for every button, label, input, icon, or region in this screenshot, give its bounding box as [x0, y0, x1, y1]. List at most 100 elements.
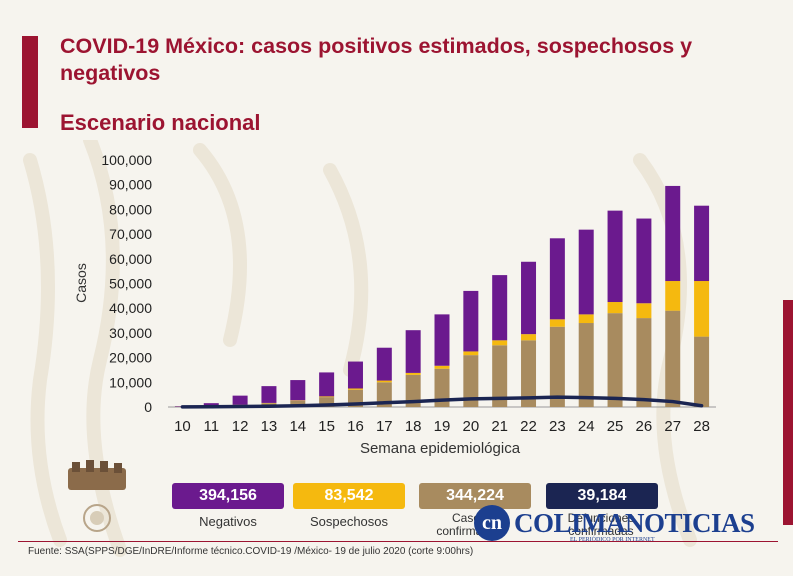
bar-negativos: [549, 238, 565, 320]
bar-sospechosos: [521, 334, 537, 341]
bar-negativos: [203, 403, 219, 407]
bar-sospechosos: [665, 281, 681, 311]
bar-sospechosos: [636, 303, 652, 319]
x-tick-label: 23: [549, 418, 566, 435]
bar-negativos: [232, 395, 248, 405]
government-emblem-icon: [68, 460, 126, 532]
watermark-logo-icon: cn: [474, 505, 510, 541]
source-note: Fuente: SSA(SPPS/DGE/InDRE/Informe técni…: [28, 546, 474, 557]
bar-negativos: [607, 210, 623, 303]
bar-confirmados: [578, 323, 594, 407]
bar-confirmados: [319, 397, 335, 407]
x-tick-label: 22: [520, 418, 537, 435]
x-tick-label: 25: [607, 418, 624, 435]
bar-sospechosos: [492, 340, 508, 346]
bar-negativos: [405, 330, 421, 373]
bar-negativos: [636, 218, 652, 304]
x-tick-label: 10: [174, 418, 191, 435]
y-tick-label: 60,000: [109, 251, 152, 267]
y-tick-label: 50,000: [109, 276, 152, 292]
y-axis-label: Casos: [73, 263, 89, 303]
bar-sospechosos: [434, 365, 450, 369]
bar-sospechosos: [319, 396, 335, 398]
x-tick-label: 26: [636, 418, 653, 435]
bar-confirmados: [665, 310, 681, 407]
defunciones-line-layer: [180, 395, 704, 409]
y-tick-label: 30,000: [109, 325, 152, 341]
bar-sospechosos: [578, 314, 594, 324]
bar-negativos: [694, 205, 710, 282]
x-tick-label: 28: [693, 418, 710, 435]
bar-confirmados: [492, 345, 508, 407]
bar-sospechosos: [463, 351, 479, 356]
bar-sospechosos: [694, 281, 710, 337]
bar-confirmados: [521, 340, 537, 407]
x-axis-label: Semana epidemiológica: [360, 440, 521, 457]
x-tick-label: 15: [318, 418, 335, 435]
bar-confirmados: [607, 313, 623, 407]
bar-confirmados: [376, 382, 392, 407]
side-accent-bar: [783, 300, 793, 525]
x-tick-label: 13: [261, 418, 278, 435]
bar-sospechosos: [347, 388, 363, 390]
summary-defunciones: 39,184: [546, 483, 658, 509]
x-tick-label: 20: [462, 418, 479, 435]
bar-confirmados: [463, 355, 479, 407]
bar-negativos: [665, 185, 681, 282]
x-tick-label: 18: [405, 418, 422, 435]
summary-negativos-label: Negativos: [199, 514, 257, 529]
y-tick-label: 10,000: [109, 374, 152, 390]
bars: [174, 185, 710, 407]
bar-confirmados: [405, 374, 421, 407]
y-tick-label: 70,000: [109, 226, 152, 242]
bar-sospechosos: [549, 319, 565, 327]
bar-negativos: [290, 380, 306, 401]
page-subtitle: Escenario nacional: [60, 110, 261, 135]
bar-negativos: [347, 361, 363, 389]
y-tick-label: 100,000: [101, 152, 152, 168]
x-tick-label: 16: [347, 418, 364, 435]
y-tick-label: 20,000: [109, 350, 152, 366]
y-tick-label: 40,000: [109, 300, 152, 316]
summary-negativos: 394,156: [172, 483, 284, 509]
summary-sospechosos: 83,542: [293, 483, 405, 509]
summary-sospechosos-label: Sospechosos: [309, 514, 389, 529]
x-tick-label: 24: [578, 418, 595, 435]
bar-negativos: [463, 290, 479, 352]
line-defunciones: [180, 395, 704, 409]
y-tick-label: 0: [144, 399, 152, 415]
y-tick-label: 80,000: [109, 201, 152, 217]
watermark-tagline: EL PERIÓDICO POR INTERNET: [570, 537, 655, 543]
watermark-logo: cn COLIMANOTICIAS: [474, 505, 755, 541]
x-tick-label: 17: [376, 418, 393, 435]
bar-confirmados: [290, 400, 306, 407]
summary-defunciones-label: Defunciones confirmadas: [567, 511, 635, 538]
bar-negativos: [376, 347, 392, 381]
bar-negativos: [319, 372, 335, 397]
bar-negativos: [261, 386, 277, 403]
bar-sospechosos: [607, 302, 623, 314]
watermark-name: COLIMANOTICIAS: [514, 507, 755, 538]
footer-divider: [18, 541, 778, 542]
x-axis: 10 11 12 13 14 15 16 17 18 19 20 21 22 23 24 25 26 27 28: [174, 418, 710, 435]
bar-confirmados: [549, 326, 565, 407]
bar-negativos: [434, 314, 450, 366]
bar-confirmados: [694, 336, 710, 407]
page-title: COVID-19 México: casos positivos estimad…: [60, 34, 693, 85]
title-accent-bar: [22, 36, 38, 128]
bar-negativos: [578, 229, 594, 315]
summary-confirmados: 344,224: [419, 483, 531, 509]
x-tick-label: 11: [203, 418, 219, 435]
bar-negativos: [492, 275, 508, 341]
bar-confirmados: [636, 318, 652, 407]
bar-sospechosos: [376, 380, 392, 383]
x-tick-label: 27: [664, 418, 681, 435]
x-tick-label: 14: [289, 418, 306, 435]
x-tick-label: 12: [232, 418, 249, 435]
y-tick-label: 90,000: [109, 177, 152, 193]
x-tick-label: 19: [434, 418, 451, 435]
stacked-bar-chart: 0 10,000 20,000 30,000 40,000 50,000 60,000 70,…: [73, 152, 716, 457]
bar-sospechosos: [405, 372, 421, 375]
x-tick-label: 21: [491, 418, 508, 435]
bar-negativos: [521, 261, 537, 335]
